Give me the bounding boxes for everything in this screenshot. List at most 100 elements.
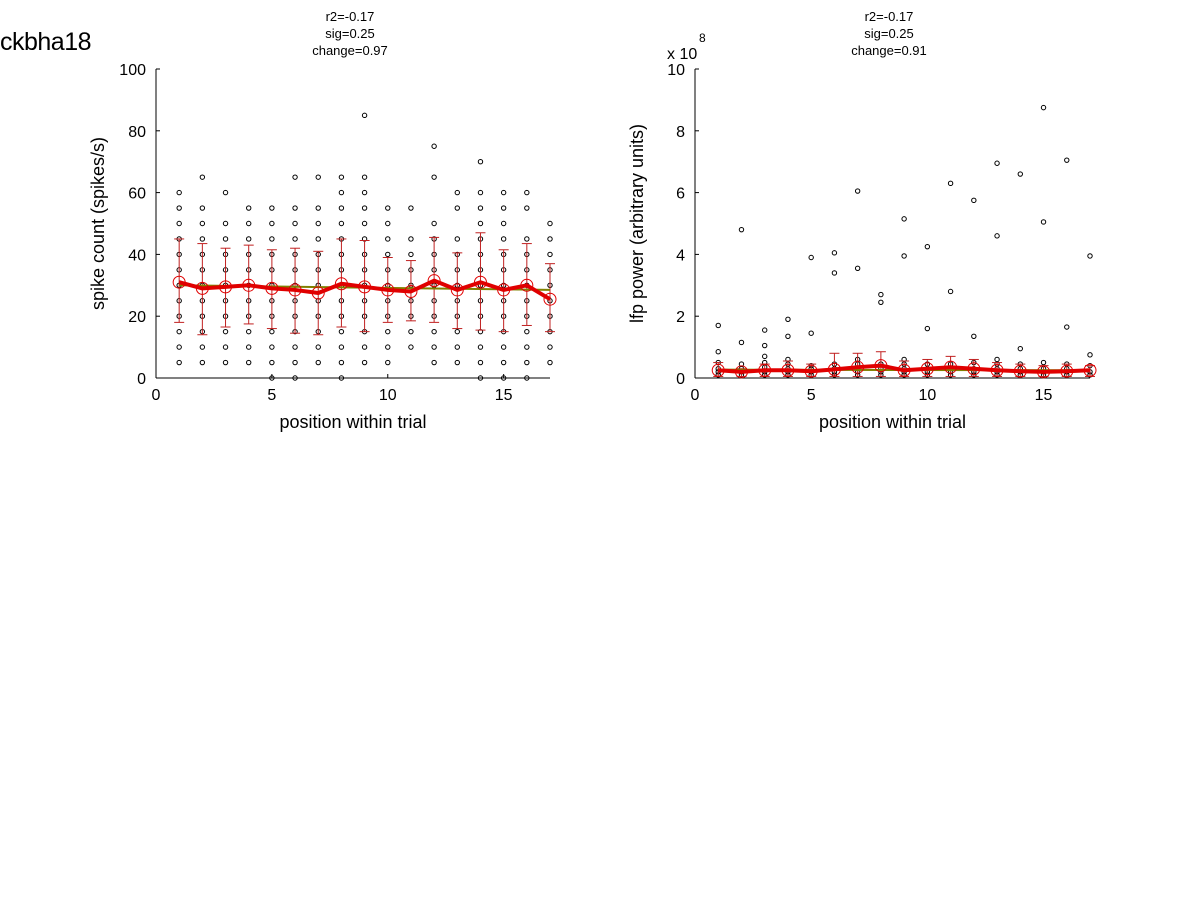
data-point (831, 250, 838, 256)
data-point (477, 375, 484, 381)
data-point (385, 205, 391, 211)
chart-2: r2=-0.17 sig=0.25 change=0.91 0 5 10 15 0 2 4 6 8 10… (627, 9, 1097, 432)
y-tick-label: 20 (128, 309, 146, 326)
data-point (1064, 157, 1070, 163)
data-point (385, 251, 391, 258)
data-point (199, 220, 206, 227)
mean-marker (520, 278, 534, 292)
mean-marker (473, 275, 487, 289)
mean-marker (242, 278, 256, 292)
mean-marker (265, 281, 279, 295)
data-point (338, 220, 345, 227)
data-point (292, 205, 298, 211)
y-tick-label: 10 (667, 62, 685, 79)
data-point (361, 205, 368, 211)
data-point (246, 344, 252, 350)
mean-marker (920, 362, 934, 376)
data-point (292, 344, 298, 350)
data-point (831, 270, 838, 276)
mean-marker (897, 363, 911, 377)
data-point (738, 339, 745, 346)
x-tick-label: 15 (1035, 387, 1053, 404)
data-point (385, 328, 391, 335)
data-point (269, 220, 275, 227)
data-point (947, 180, 954, 187)
data-point (315, 359, 321, 366)
data-point (385, 344, 391, 350)
y-tick-label: 60 (128, 186, 146, 203)
mean-marker (427, 274, 441, 288)
data-point (715, 322, 721, 329)
mean-marker (781, 363, 795, 377)
data-point (454, 328, 460, 335)
data-point (315, 344, 321, 350)
data-point (292, 174, 298, 180)
data-point (1040, 359, 1047, 366)
data-point (338, 174, 345, 180)
mean-marker (1060, 364, 1074, 378)
data-point (176, 344, 182, 350)
stat-label: change=0.91 (851, 43, 927, 58)
data-point (361, 189, 368, 196)
data-point (524, 236, 530, 242)
data-point (292, 236, 298, 242)
data-point (222, 328, 229, 335)
data-point (338, 359, 345, 366)
x-axis-label: position within trial (279, 412, 426, 432)
stat-label: r2=-0.17 (865, 9, 914, 24)
data-point (222, 344, 229, 350)
data-point (408, 328, 414, 335)
data-point (547, 359, 553, 366)
data-point (338, 375, 345, 381)
mean-marker (944, 360, 958, 374)
chart-1: r2=-0.17 sig=0.25 change=0.97 0 5 10 15 0 20 40 60… (88, 9, 557, 432)
mean-marker (404, 284, 418, 298)
data-point (878, 299, 884, 305)
data-point (431, 220, 437, 227)
mean-marker (381, 283, 395, 297)
mean-line (718, 363, 1091, 374)
data-point (408, 236, 414, 242)
data-point (269, 205, 275, 211)
mean-marker (543, 292, 557, 306)
data-point (785, 333, 791, 339)
data-point (176, 189, 182, 196)
data-point (1087, 253, 1093, 259)
data-point (971, 197, 977, 204)
data-point (246, 328, 252, 335)
data-point (269, 344, 275, 350)
data-point (971, 333, 977, 339)
y-tick-label: 8 (676, 124, 685, 141)
mean-marker (1083, 363, 1097, 377)
data-point (246, 205, 252, 211)
exponent-power: 8 (699, 31, 706, 45)
data-point (524, 189, 530, 196)
mean-marker (967, 362, 981, 376)
data-point (222, 189, 229, 196)
mean-marker (827, 362, 841, 376)
mean-marker (450, 283, 464, 297)
y-tick-label: 6 (676, 186, 685, 203)
mean-marker (219, 280, 233, 294)
data-point (500, 205, 507, 211)
data-point (785, 316, 791, 322)
data-point (361, 220, 368, 227)
data-point (500, 236, 507, 242)
mean-marker (758, 363, 772, 377)
data-point (901, 253, 907, 259)
data-point (808, 330, 814, 336)
data-point (338, 205, 345, 211)
mean-marker (497, 283, 511, 297)
data-point (1087, 352, 1093, 358)
y-tick-label: 40 (128, 247, 146, 264)
data-point (315, 205, 321, 211)
data-point (199, 236, 206, 242)
data-point (408, 251, 414, 258)
data-point (338, 189, 345, 196)
data-point (338, 328, 345, 335)
data-point (1064, 324, 1070, 330)
data-point (454, 344, 460, 350)
data-point (477, 189, 484, 196)
data-point (524, 375, 530, 381)
data-point (431, 174, 437, 180)
